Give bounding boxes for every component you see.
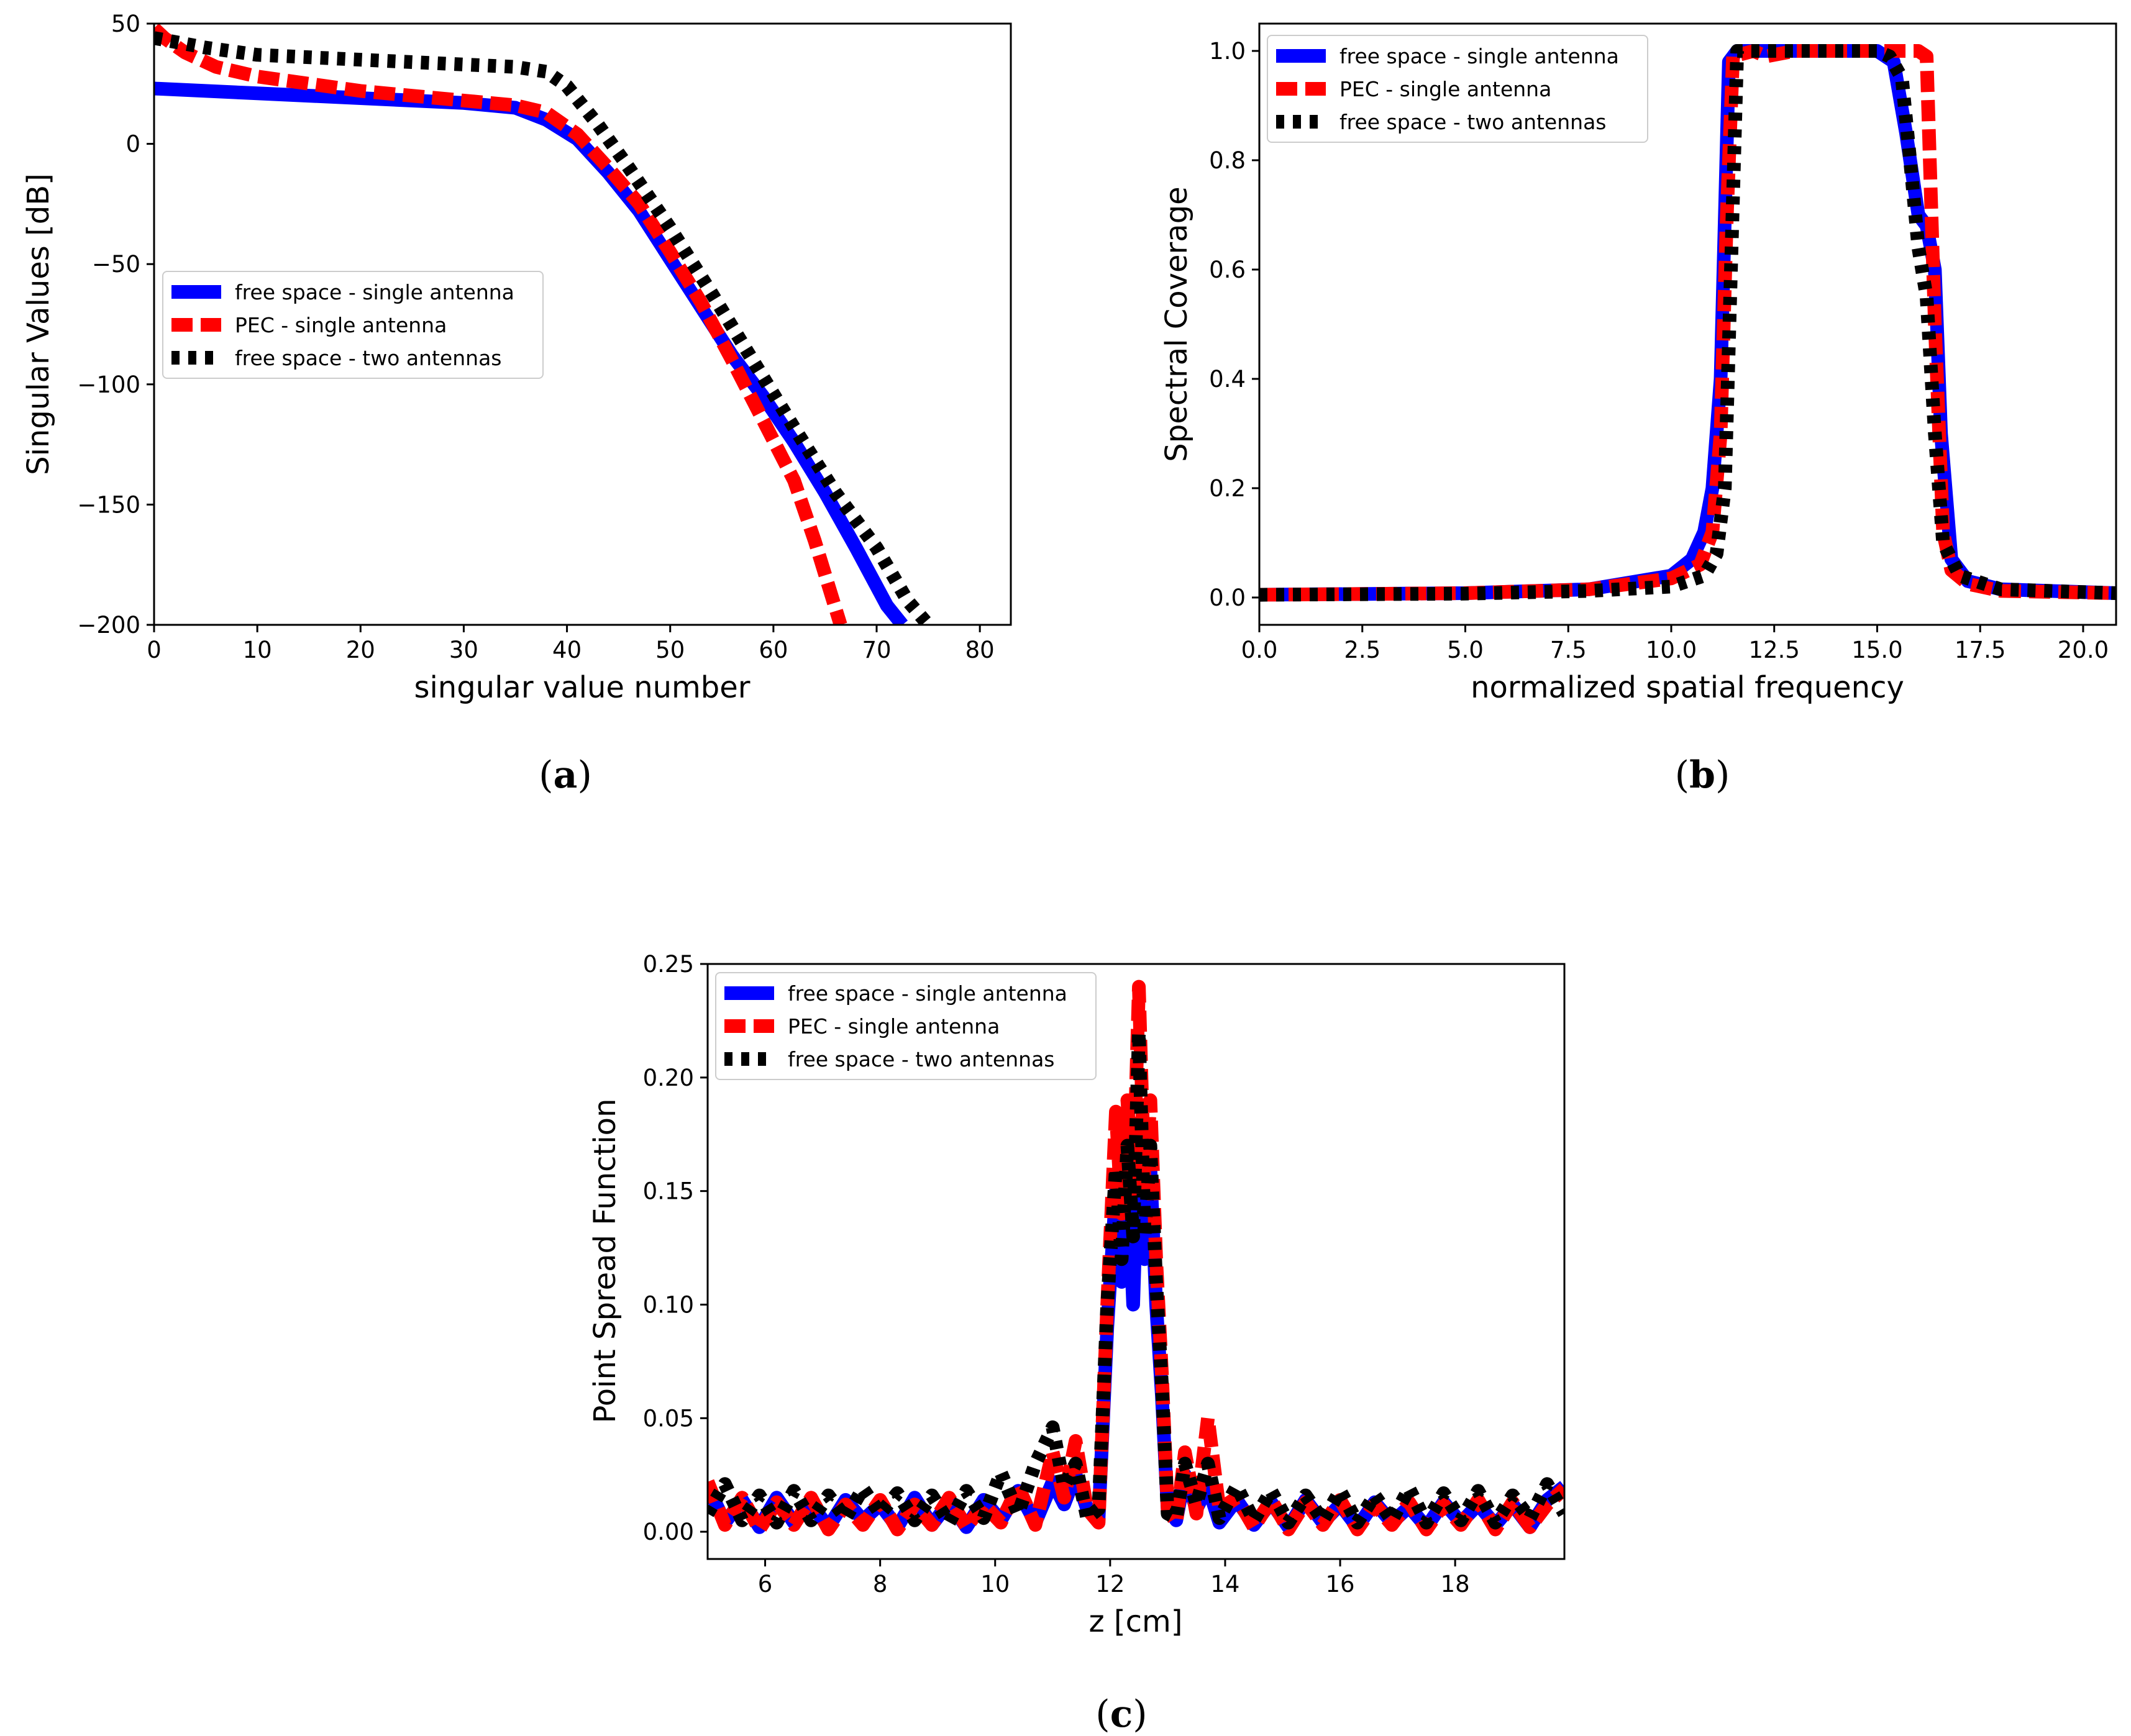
x-tick-label-a: 0 xyxy=(147,637,162,663)
x-tick-label-c: 6 xyxy=(758,1571,773,1597)
x-tick-label-a: 50 xyxy=(655,637,685,663)
y-tick-label-c: 0.05 xyxy=(643,1405,694,1432)
series-line-b-dashed xyxy=(1259,44,2116,602)
legend-label-b-3: free space - two antennas xyxy=(1339,110,1606,134)
y-tick-label-a: −100 xyxy=(77,371,140,398)
caption-a: (a) xyxy=(539,753,592,797)
plot-area-b xyxy=(1259,44,2116,602)
caption-letter-a: a xyxy=(554,753,578,797)
caption-b: (b) xyxy=(1675,753,1730,797)
x-tick-label-a: 80 xyxy=(965,637,995,663)
x-tick-label-b: 2.5 xyxy=(1344,637,1380,663)
x-axis-label-a: singular value number xyxy=(414,670,750,705)
legend-label-c-1: free space - single antenna xyxy=(788,981,1067,1006)
y-tick-label-a: −150 xyxy=(77,491,140,518)
axis-ticks-a: 0 10 20 30 40 50 60 70 80 50 0 −50 −100 −150 −200 xyxy=(77,11,994,663)
caption-open-c: ( xyxy=(1095,1693,1110,1736)
x-tick-label-a: 70 xyxy=(862,637,891,663)
caption-close-a: ) xyxy=(577,753,591,797)
x-tick-label-b: 15.0 xyxy=(1851,637,1902,663)
x-tick-label-c: 8 xyxy=(873,1571,888,1597)
y-axis-label-a: Singular Values [dB] xyxy=(21,173,56,475)
y-tick-label-b: 0.2 xyxy=(1209,475,1246,502)
x-tick-label-b: 5.0 xyxy=(1447,637,1484,663)
legend-box-c xyxy=(715,972,1097,1080)
axis-ticks-b: 0.0 2.5 5.0 7.5 10.0 12.5 15.0 17.5 20.0 0.0 0.2 0.… xyxy=(1209,38,2109,663)
chart-panel-b: 0.0 2.5 5.0 7.5 10.0 12.5 15.0 17.5 20.0 0.0 0.2 0.… xyxy=(1159,22,2117,797)
plot-area-c xyxy=(708,979,1564,1537)
plot-frame-c xyxy=(706,963,1566,1560)
plot-frame-b xyxy=(1258,22,2117,626)
y-tick-label-b: 0.0 xyxy=(1209,584,1246,611)
caption-close-b: ) xyxy=(1715,753,1730,797)
plot-frame-a xyxy=(153,22,1012,626)
x-tick-label-c: 14 xyxy=(1210,1571,1239,1597)
series-line-a-dashed xyxy=(154,24,847,625)
caption-close-c: ) xyxy=(1133,1693,1147,1736)
y-tick-label-a: 0 xyxy=(125,131,140,158)
series-line-c-dashed xyxy=(708,979,1564,1537)
x-tick-label-b: 12.5 xyxy=(1749,637,1800,663)
legend-b: free space - single antenna PEC - single… xyxy=(1267,35,1648,143)
chart-panel-a: 0 10 20 30 40 50 60 70 80 50 0 −50 −100 −150 −200 sing… xyxy=(21,11,1012,797)
y-tick-label-b: 0.8 xyxy=(1209,147,1246,174)
x-tick-label-c: 10 xyxy=(980,1571,1010,1597)
y-tick-label-c: 0.20 xyxy=(643,1065,694,1091)
x-tick-label-a: 10 xyxy=(243,637,272,663)
y-tick-label-a: 50 xyxy=(111,11,140,37)
legend-c: free space - single antenna PEC - single… xyxy=(715,972,1097,1080)
legend-label-a-1: free space - single antenna xyxy=(235,280,514,304)
x-tick-label-b: 7.5 xyxy=(1550,637,1587,663)
x-axis-label-b: normalized spatial frequency xyxy=(1471,670,1904,705)
series-line-a-dotted xyxy=(154,31,934,625)
x-tick-label-c: 18 xyxy=(1441,1571,1470,1597)
x-tick-label-a: 20 xyxy=(346,637,375,663)
x-tick-label-a: 30 xyxy=(449,637,478,663)
legend-label-a-2: PEC - single antenna xyxy=(235,313,447,337)
caption-open-a: ( xyxy=(539,753,553,797)
y-tick-label-c: 0.25 xyxy=(643,951,694,978)
y-axis-label-b: Spectral Coverage xyxy=(1159,186,1194,461)
legend-a: free space - single antenna PEC - single… xyxy=(162,271,544,379)
caption-open-b: ( xyxy=(1675,753,1689,797)
y-tick-label-b: 1.0 xyxy=(1209,38,1246,65)
caption-c: (c) xyxy=(1095,1693,1147,1736)
x-axis-label-c: z [cm] xyxy=(1088,1604,1182,1639)
x-tick-label-b: 0.0 xyxy=(1241,637,1278,663)
x-tick-label-c: 16 xyxy=(1326,1571,1355,1597)
chart-panel-c: 6 8 10 12 14 16 18 0.00 0.05 0.10 0.15 0.20 0.25 z [… xyxy=(588,951,1566,1736)
y-axis-label-c: Point Spread Function xyxy=(588,1099,623,1424)
x-tick-label-b: 17.5 xyxy=(1955,637,2006,663)
y-tick-label-a: −200 xyxy=(77,612,140,639)
x-tick-label-a: 60 xyxy=(759,637,788,663)
x-tick-label-b: 20.0 xyxy=(2058,637,2109,663)
caption-letter-b: b xyxy=(1689,753,1715,797)
y-tick-label-c: 0.00 xyxy=(643,1519,694,1545)
x-tick-label-b: 10.0 xyxy=(1646,637,1697,663)
y-tick-label-b: 0.4 xyxy=(1209,366,1246,393)
y-tick-label-a: −50 xyxy=(92,251,140,278)
x-tick-label-a: 40 xyxy=(552,637,582,663)
plot-area-a xyxy=(154,24,934,625)
x-tick-label-c: 12 xyxy=(1095,1571,1125,1597)
y-tick-label-c: 0.15 xyxy=(643,1178,694,1205)
legend-label-c-3: free space - two antennas xyxy=(788,1047,1054,1071)
legend-label-c-2: PEC - single antenna xyxy=(788,1014,1000,1038)
axis-ticks-c: 6 8 10 12 14 16 18 0.00 0.05 0.10 0.15 0.20 0.25 xyxy=(643,951,1470,1597)
legend-box-b xyxy=(1267,35,1648,143)
caption-letter-c: c xyxy=(1110,1693,1133,1736)
y-tick-label-b: 0.6 xyxy=(1209,257,1246,283)
legend-box-a xyxy=(162,271,544,379)
legend-label-a-3: free space - two antennas xyxy=(235,346,501,370)
y-tick-label-c: 0.10 xyxy=(643,1291,694,1318)
legend-label-b-2: PEC - single antenna xyxy=(1339,77,1551,101)
legend-label-b-1: free space - single antenna xyxy=(1339,44,1619,68)
